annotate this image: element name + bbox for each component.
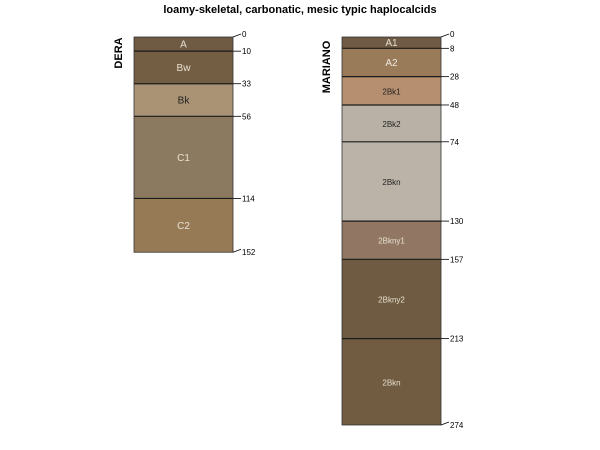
horizon-label: A: [180, 40, 187, 51]
depth-label: 33: [242, 80, 251, 89]
horizon-label: 2Bk2: [382, 120, 401, 129]
depth-label: 56: [242, 112, 251, 121]
horizon-c2: [134, 198, 233, 253]
depth-label: 0: [450, 30, 455, 39]
depth-label: 114: [242, 194, 255, 203]
profile-name: DERA: [113, 37, 125, 68]
horizon-label: C2: [177, 221, 190, 232]
horizon-label: 2Bk1: [382, 87, 401, 96]
depth-label: 157: [450, 255, 464, 264]
depth-label: 152: [242, 248, 256, 257]
horizon-label: 2Bkny2: [378, 295, 405, 304]
horizon-2bkny2: [342, 259, 441, 339]
profile-outline: [341, 36, 442, 426]
depth-tick: [232, 248, 242, 253]
horizon-label: 2Bkny1: [378, 237, 405, 246]
diagram-title: loamy-skeletal, carbonatic, mesic typic …: [163, 4, 437, 16]
horizon-2bkn: [342, 338, 441, 425]
horizon-label: Bk: [178, 96, 191, 107]
horizon-label: 2Bkn: [382, 178, 400, 187]
horizon-a2: [342, 48, 441, 77]
horizon-2bkny1: [342, 221, 441, 260]
depth-label: 74: [450, 138, 459, 147]
depth-label: 10: [242, 47, 251, 56]
horizon-2bk2: [342, 104, 441, 142]
horizon-label: C1: [177, 153, 190, 164]
profile-outline: [133, 36, 234, 253]
horizon-label: Bw: [177, 63, 192, 74]
depth-label: 213: [450, 335, 464, 344]
horizon-bk: [134, 83, 233, 117]
horizon-2bk1: [342, 76, 441, 105]
horizon-2bkn: [342, 141, 441, 222]
profile-name: MARIANO: [321, 40, 333, 93]
horizon-bw: [134, 51, 233, 84]
depth-tick: [232, 33, 242, 38]
depth-label: 28: [450, 73, 459, 82]
depth-tick: [440, 421, 450, 426]
horizon-label: 2Bkn: [382, 378, 400, 387]
depth-label: 48: [450, 101, 459, 110]
horizon-a1: [342, 37, 441, 49]
depth-tick: [440, 33, 450, 38]
depth-label: 0: [242, 30, 247, 39]
horizon-label: A2: [385, 58, 398, 69]
depth-label: 8: [450, 44, 455, 53]
depth-label: 274: [450, 421, 464, 430]
horizon-a: [134, 37, 233, 52]
depth-label: 130: [450, 217, 464, 226]
horizon-label: A1: [385, 38, 398, 49]
horizon-c1: [134, 116, 233, 199]
